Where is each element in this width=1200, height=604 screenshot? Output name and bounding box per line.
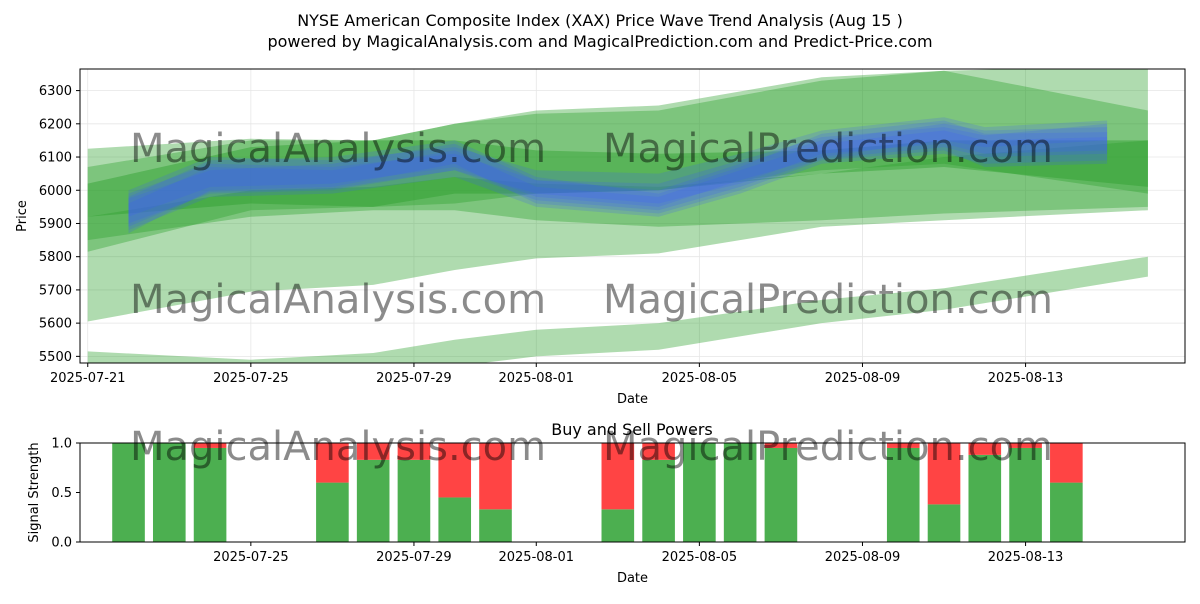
sell-bar [397,443,431,460]
buy-bar [1009,447,1042,542]
sell-bar [193,443,227,448]
signal-y-tick-label: 1.0 [51,437,72,452]
signal-x-tick-label: 2025-07-25 [213,550,289,565]
price-y-tick-label: 6000 [39,184,72,199]
sell-bar [479,443,512,510]
signal-x-tick-label: 2025-08-09 [825,550,901,565]
green-band [87,140,1148,217]
price-y-tick-label: 5900 [39,217,72,232]
buy-bar [152,443,186,542]
blue-wave-bands [128,117,1108,234]
green-band [87,69,1148,322]
signal-x-tick-label: 2025-08-05 [662,550,738,565]
price-y-tick-label: 5800 [39,250,72,265]
price-x-tick-label: 2025-07-29 [376,371,452,386]
price-x-tick-label: 2025-07-21 [50,371,126,386]
blue-band [128,120,1108,234]
buy-bar [1050,482,1083,542]
buy-bar [601,509,635,542]
price-panel-frame [79,68,1186,364]
price-y-tick-label: 6300 [39,84,72,99]
buy-bar [356,459,390,542]
signal-bars [112,443,1083,542]
price-y-tick-label: 6100 [39,151,72,166]
sell-bar [642,443,675,460]
signal-y-tick-label: 0.0 [51,536,72,551]
price-x-tick-label: 2025-08-09 [825,371,901,386]
sell-bar [886,443,920,448]
watermark-prediction-3: MagicalPrediction.com [603,424,1053,470]
blue-band [128,117,1108,217]
signal-x-tick-label: 2025-08-01 [498,550,574,565]
sell-bar [438,443,472,498]
chart-subtitle: powered by MagicalAnalysis.com and Magic… [267,32,932,51]
sell-bar [316,443,349,483]
buy-bar [642,459,675,542]
signal-x-tick-label: 2025-08-13 [988,550,1064,565]
price-gridlines [80,69,1185,363]
watermark-analysis-1: MagicalAnalysis.com [130,126,546,172]
price-y-tick-label: 5600 [39,317,72,332]
price-y-tick-label: 5700 [39,283,72,298]
buy-bar [479,509,512,542]
buy-bar [397,459,431,542]
sell-bar [1009,443,1042,448]
price-x-tick-label: 2025-08-13 [988,371,1064,386]
signal-axis-ticks: 0.0 0.5 1.0 2025-07-25 2025-07-29 2025-08-01 2… [51,437,1063,566]
signal-x-tick-label: 2025-07-29 [376,550,452,565]
sell-bar [764,443,798,448]
buy-bar [927,504,961,542]
buy-bar [316,482,349,542]
price-x-tick-label: 2025-08-01 [498,371,574,386]
price-y-tick-label: 5500 [39,350,72,365]
blue-band [128,130,1108,231]
signal-x-axis-label: Date [617,571,648,586]
buy-bar [438,497,472,542]
buy-bar [968,454,1002,542]
green-band [87,70,1148,252]
signal-panel: Buy and Sell Powers 0.0 0.5 1.0 2025-07-25 2… [27,420,1186,586]
buy-bar [683,443,716,542]
price-x-axis-label: Date [617,392,648,407]
watermark-analysis-3: MagicalAnalysis.com [130,424,546,470]
blue-band [128,123,1108,227]
watermark-prediction-2: MagicalPrediction.com [603,277,1053,323]
blue-band [128,123,1108,224]
watermark-analysis-2: MagicalAnalysis.com [130,277,546,323]
price-y-axis-label: Price [15,200,30,232]
green-band [87,140,1148,241]
price-y-tick-label: 6200 [39,117,72,132]
green-band [87,256,1148,363]
sell-bar [927,443,961,505]
buy-bar [764,447,798,542]
price-panel: 5500 5600 5700 5800 5900 6000 6100 6200 6300 2025… [15,68,1186,407]
signal-panel-title: Buy and Sell Powers [551,420,713,439]
signal-panel-frame [79,442,1186,543]
sell-bar [601,443,635,510]
sell-bar [356,443,390,460]
price-x-tick-label: 2025-07-25 [213,371,289,386]
green-wave-bands [87,69,1148,363]
price-axis-ticks: 5500 5600 5700 5800 5900 6000 6100 6200 6300 2025… [39,84,1063,386]
buy-bar [193,447,227,542]
price-x-tick-label: 2025-08-05 [662,371,738,386]
buy-bar [723,443,757,542]
sell-bar [1050,443,1083,483]
buy-bar [886,447,920,542]
sell-bar [968,443,1002,455]
signal-y-axis-label: Signal Strength [27,442,42,542]
buy-bar [112,443,145,542]
watermarks: MagicalAnalysis.com MagicalPrediction.co… [130,126,1053,470]
chart-title: NYSE American Composite Index (XAX) Pric… [297,11,903,30]
signal-y-tick-label: 0.5 [51,486,72,501]
watermark-prediction-1: MagicalPrediction.com [603,126,1053,172]
